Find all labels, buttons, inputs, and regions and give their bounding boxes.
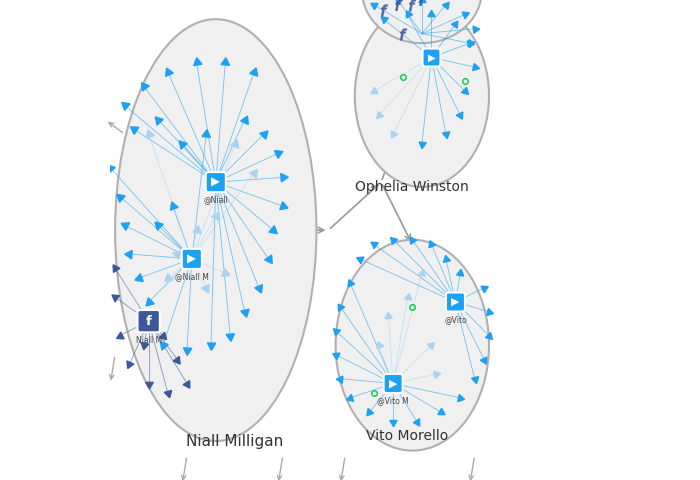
Text: f: f xyxy=(146,315,152,328)
FancyBboxPatch shape xyxy=(423,48,440,67)
Text: ▶: ▶ xyxy=(452,297,460,307)
FancyBboxPatch shape xyxy=(182,249,202,269)
Text: ▶: ▶ xyxy=(428,52,435,62)
Ellipse shape xyxy=(362,0,482,43)
Text: Niall Milligan: Niall Milligan xyxy=(186,433,284,448)
FancyBboxPatch shape xyxy=(384,374,402,393)
Text: @Niall M: @Niall M xyxy=(175,272,209,281)
Ellipse shape xyxy=(115,19,316,441)
Text: @Niall: @Niall xyxy=(203,195,228,204)
Text: Vito Morello: Vito Morello xyxy=(366,429,449,443)
Text: Ophelia Winston: Ophelia Winston xyxy=(356,180,469,194)
FancyBboxPatch shape xyxy=(206,172,226,192)
Ellipse shape xyxy=(335,240,489,451)
Text: ▶: ▶ xyxy=(211,176,220,189)
Ellipse shape xyxy=(355,5,489,187)
FancyBboxPatch shape xyxy=(137,310,160,332)
Text: @Vito M: @Vito M xyxy=(377,396,409,406)
Text: @Vito: @Vito xyxy=(444,315,467,324)
Text: Niall M: Niall M xyxy=(136,336,162,345)
Text: ▶: ▶ xyxy=(389,379,398,388)
FancyBboxPatch shape xyxy=(446,292,465,312)
Text: ▶: ▶ xyxy=(188,252,196,265)
